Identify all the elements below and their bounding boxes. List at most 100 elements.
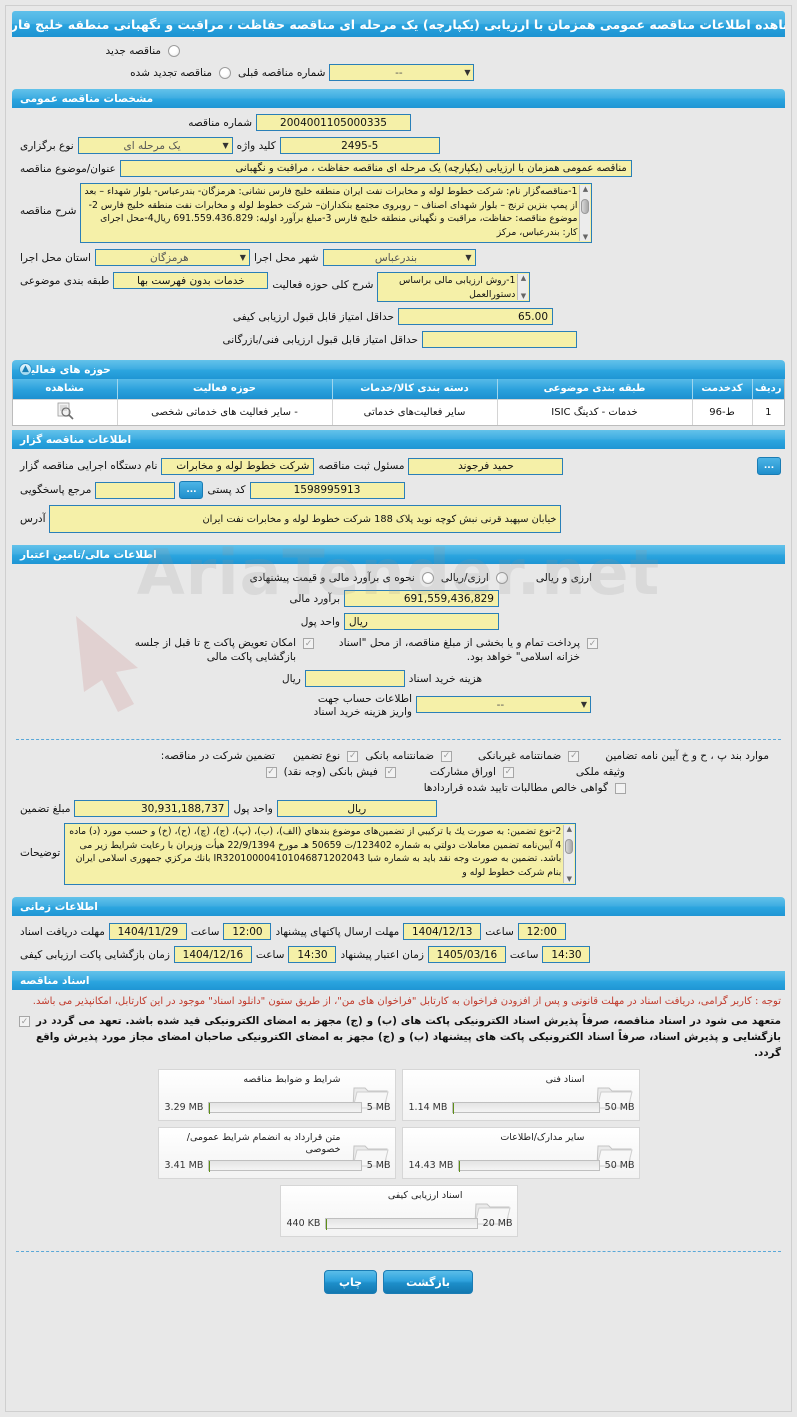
- chevron-down-icon: ▼: [465, 253, 472, 262]
- agency-field[interactable]: شرکت خطوط لوله و مخابرات: [161, 457, 315, 475]
- guarantee-bonds-checkbox[interactable]: [384, 766, 396, 778]
- file-size-current: 3.41 MB: [164, 1160, 204, 1171]
- proposal-submit-label: مهلت ارسال پاکتهای پیشنهاد: [275, 925, 400, 938]
- quality-open-label: زمان بازگشایی پاکت ارزیابی کیفی: [20, 948, 170, 961]
- col-row-no: ردیف: [751, 379, 784, 399]
- scroll-up-icon[interactable]: ▲: [582, 185, 589, 193]
- collapse-toggle-icon[interactable]: ▲: [19, 363, 32, 376]
- doc-receive-time-field[interactable]: 12:00: [223, 923, 272, 940]
- new-tender-radio[interactable]: [168, 45, 180, 57]
- row-agency: ... حمید فرجوند مسئول ثبت مناقصه شرکت خط…: [16, 457, 781, 475]
- description-textarea[interactable]: ▲ ▼ 1-مناقصه‌گزار نام: شرکت خطوط لوله و …: [80, 183, 593, 243]
- quality-open-date-field[interactable]: 1404/12/16: [173, 946, 252, 963]
- guarantee-notes-scrollbar[interactable]: ▲ ▼: [563, 825, 575, 883]
- proposal-validity-date-field[interactable]: 1405/03/16: [427, 946, 506, 963]
- currency-label: واحد پول: [300, 615, 340, 628]
- postal-code-field[interactable]: 1598995913: [249, 481, 405, 499]
- proposal-submit-date-field[interactable]: 1404/12/13: [403, 923, 482, 940]
- row-tender-number: 2004001105000335 شماره مناقصه: [16, 114, 781, 131]
- address-field[interactable]: خیابان سپهبد قرنی نبش کوچه نوید پلاک 188…: [49, 505, 562, 533]
- file-card-terms[interactable]: شرایط و ضوابط مناقصه 3.29 MB 5 MB: [157, 1069, 396, 1121]
- file-card-other-docs[interactable]: سایر مدارک/اطلاعات 14.43 MB 50 MB: [401, 1127, 640, 1179]
- activity-scope-textarea[interactable]: ▲ ▼ 1-روش ارزیابی مالی براساس دستورالعمل: [377, 272, 531, 302]
- activity-scope-text: 1-روش ارزیابی مالی براساس دستورالعمل: [398, 275, 516, 300]
- file-progress-track: [325, 1218, 478, 1230]
- activity-scope-scrollbar[interactable]: ▲ ▼: [517, 274, 529, 300]
- envelope-swap-checkbox[interactable]: [303, 638, 314, 649]
- section-title-timing: اطلاعات زمانی: [20, 900, 98, 913]
- min-quality-score-field[interactable]: 65.00: [398, 308, 553, 325]
- file-size-bar: 440 KB 20 MB: [287, 1218, 513, 1230]
- guarantee-receivables-checkbox[interactable]: [615, 782, 626, 794]
- proposal-validity-time-field[interactable]: 14:30: [542, 946, 591, 963]
- file-card-contract[interactable]: متن قرارداد به انضمام شرایط عمومی/خصوصی …: [157, 1127, 396, 1179]
- agency-browse-button[interactable]: ...: [757, 457, 781, 475]
- min-tech-score-field[interactable]: [422, 331, 577, 348]
- province-label: استان محل اجرا: [20, 251, 91, 264]
- row-guarantee-types-1: تضمین شرکت در مناقصه: نوع تضمین ضمانتنام…: [16, 750, 781, 762]
- scroll-up-icon[interactable]: ▲: [566, 825, 572, 833]
- guarantee-bank-checkbox[interactable]: [347, 750, 359, 762]
- holding-type-select[interactable]: ▼ یک مرحله ای: [77, 137, 233, 154]
- scroll-down-icon[interactable]: ▼: [520, 292, 527, 300]
- file-progress-track: [452, 1102, 600, 1114]
- treasury-note-label: پرداخت تمام و یا بخشی از مبلغ مناقصه، از…: [338, 637, 580, 663]
- scroll-down-icon[interactable]: ▼: [566, 875, 572, 883]
- guarantee-currency-field[interactable]: ریال: [276, 800, 437, 817]
- print-button[interactable]: چاپ: [323, 1270, 378, 1294]
- description-label: شرح مناقصه: [20, 205, 77, 217]
- magnifier-document-icon[interactable]: [55, 401, 75, 421]
- scroll-down-icon[interactable]: ▼: [582, 233, 589, 241]
- scroll-thumb[interactable]: [565, 839, 574, 854]
- file-card-quality-eval[interactable]: اسناد ارزیابی کیفی 440 KB 20 MB: [279, 1185, 518, 1237]
- doc-cost-field[interactable]: [304, 670, 405, 687]
- tender-number-field[interactable]: 2004001105000335: [256, 114, 411, 131]
- classification-field[interactable]: خدمات بدون فهرست بها: [113, 272, 269, 289]
- row-renewed-tender: ▼ -- شماره مناقصه قبلی مناقصه تجدید شده: [16, 64, 781, 81]
- file-name: شرایط و ضوابط مناقصه: [243, 1074, 341, 1085]
- scroll-up-icon[interactable]: ▲: [520, 274, 527, 282]
- city-select[interactable]: ▼ بندرعباس: [322, 249, 476, 266]
- currency-and-rial-radio[interactable]: [495, 572, 508, 584]
- guarantee-cash-checkbox[interactable]: [265, 766, 277, 778]
- envelope-swap-label: امکان تعویض پاکت ج تا قبل از جلسه بازگشا…: [134, 637, 296, 663]
- currency-field[interactable]: ریال: [344, 613, 499, 630]
- province-select[interactable]: ▼ هرمزگان: [94, 249, 250, 266]
- treasury-note-checkbox[interactable]: [587, 638, 598, 649]
- contact-field[interactable]: [95, 481, 176, 499]
- section-title-documents: اسناد مناقصه: [20, 974, 90, 987]
- quality-open-time-label: ساعت: [255, 948, 285, 961]
- currency-rial-radio[interactable]: [421, 572, 434, 584]
- documents-notice-checkbox[interactable]: [19, 1016, 30, 1027]
- guarantee-amount-field[interactable]: 30,931,188,737: [74, 800, 230, 817]
- back-button[interactable]: بازگشت: [383, 1270, 474, 1294]
- file-row-1: اسناد فنی 1.14 MB 50 MB شرایط و ضوابط: [6, 1069, 791, 1121]
- guarantee-clauses-label: موارد بند پ ، ح و خ آیین نامه تضامین: [605, 750, 769, 762]
- file-card-technical[interactable]: اسناد فنی 1.14 MB 50 MB: [401, 1069, 640, 1121]
- contact-browse-button[interactable]: ...: [179, 481, 204, 499]
- scroll-thumb[interactable]: [581, 199, 590, 214]
- guarantee-clauses-checkbox[interactable]: [568, 750, 580, 762]
- doc-receive-date-field[interactable]: 1404/11/29: [108, 923, 187, 940]
- guarantee-property-checkbox[interactable]: [502, 766, 514, 778]
- guarantee-notes-text: 2-نوع تضمین: به صورت يك يا تركيبي از تضم…: [69, 826, 562, 878]
- registrar-field[interactable]: حمید فرجوند: [408, 457, 564, 475]
- cell-view[interactable]: [13, 398, 117, 425]
- description-scrollbar[interactable]: ▲ ▼: [579, 185, 591, 241]
- folder-icon: [595, 1087, 633, 1109]
- row-guarantee-notes: ▲ ▼ 2-نوع تضمین: به صورت يك يا تركيبي از…: [16, 823, 781, 885]
- account-info-select[interactable]: ▼ --: [416, 696, 591, 713]
- estimate-method-label: نحوه ی برآورد مالی و قیمت پیشنهادی: [249, 572, 415, 584]
- quality-open-time-field[interactable]: 14:30: [288, 946, 337, 963]
- estimate-field[interactable]: 691,559,436,829: [344, 590, 499, 607]
- renewed-tender-radio[interactable]: [219, 66, 231, 79]
- guarantee-nonbank-checkbox[interactable]: [441, 750, 453, 762]
- previous-tender-number-select[interactable]: ▼ --: [329, 64, 475, 81]
- file-size-max: 50 MB: [604, 1102, 635, 1113]
- proposal-submit-time-field[interactable]: 12:00: [517, 923, 566, 940]
- postal-code-label: کد پستی: [207, 484, 246, 496]
- guarantee-notes-textarea[interactable]: ▲ ▼ 2-نوع تضمین: به صورت يك يا تركيبي از…: [64, 823, 577, 885]
- subject-field[interactable]: مناقصه عمومی همزمان با ارزیابی (یکپارچه)…: [119, 160, 632, 177]
- chevron-down-icon: ▼: [580, 700, 587, 709]
- keyword-field[interactable]: 2495-5: [279, 137, 440, 154]
